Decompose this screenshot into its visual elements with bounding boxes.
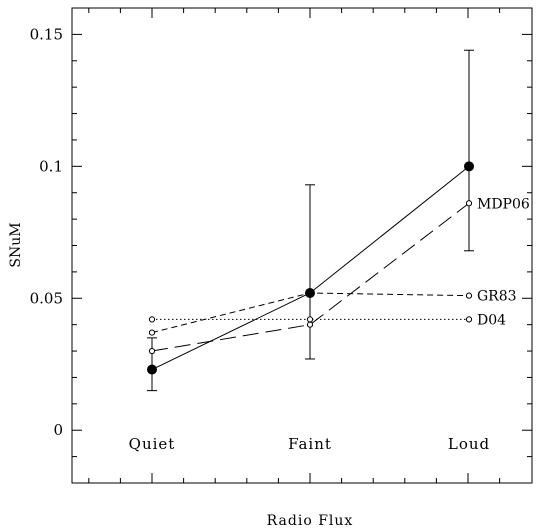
series-label: MDP06 — [477, 196, 530, 212]
y-axis-ticks — [72, 7, 532, 484]
data-point-open — [148, 316, 156, 323]
x-category-label: Faint — [288, 435, 332, 453]
y-tick-label: 0.15 — [30, 25, 63, 43]
error-bars — [147, 49, 474, 392]
series-labels: MDP06 GR83 D04 — [477, 196, 530, 328]
plot-frame — [71, 7, 533, 484]
data-point-open — [306, 316, 314, 323]
y-tick-label: 0.05 — [30, 289, 63, 307]
markers-layer — [147, 161, 474, 375]
series-label: D04 — [477, 312, 506, 328]
data-point-open — [465, 292, 473, 299]
x-axis-category-labels: Quiet Faint Loud — [129, 435, 490, 453]
series-label: GR83 — [477, 289, 517, 305]
data-point-open — [465, 200, 473, 207]
x-axis-ticks — [88, 8, 501, 483]
y-tick-label: 0 — [53, 421, 63, 439]
data-point-open — [465, 316, 473, 323]
data-point-open — [148, 347, 156, 355]
data-point-filled — [147, 364, 157, 375]
y-axis-tick-labels: 0 0.05 0.1 0.15 — [30, 25, 63, 439]
plot-border — [71, 7, 533, 484]
y-tick-label: 0.1 — [39, 157, 63, 175]
data-point-filled — [464, 161, 474, 172]
data-point-open — [148, 329, 156, 336]
data-point-open — [306, 321, 314, 328]
x-category-label: Loud — [448, 435, 490, 453]
data-point-filled — [305, 288, 315, 298]
x-category-label: Quiet — [129, 435, 176, 453]
series-line-mdp06 — [151, 202, 470, 352]
y-axis-label: SNuM — [8, 222, 24, 267]
x-axis-label: Radio Flux — [267, 513, 354, 529]
